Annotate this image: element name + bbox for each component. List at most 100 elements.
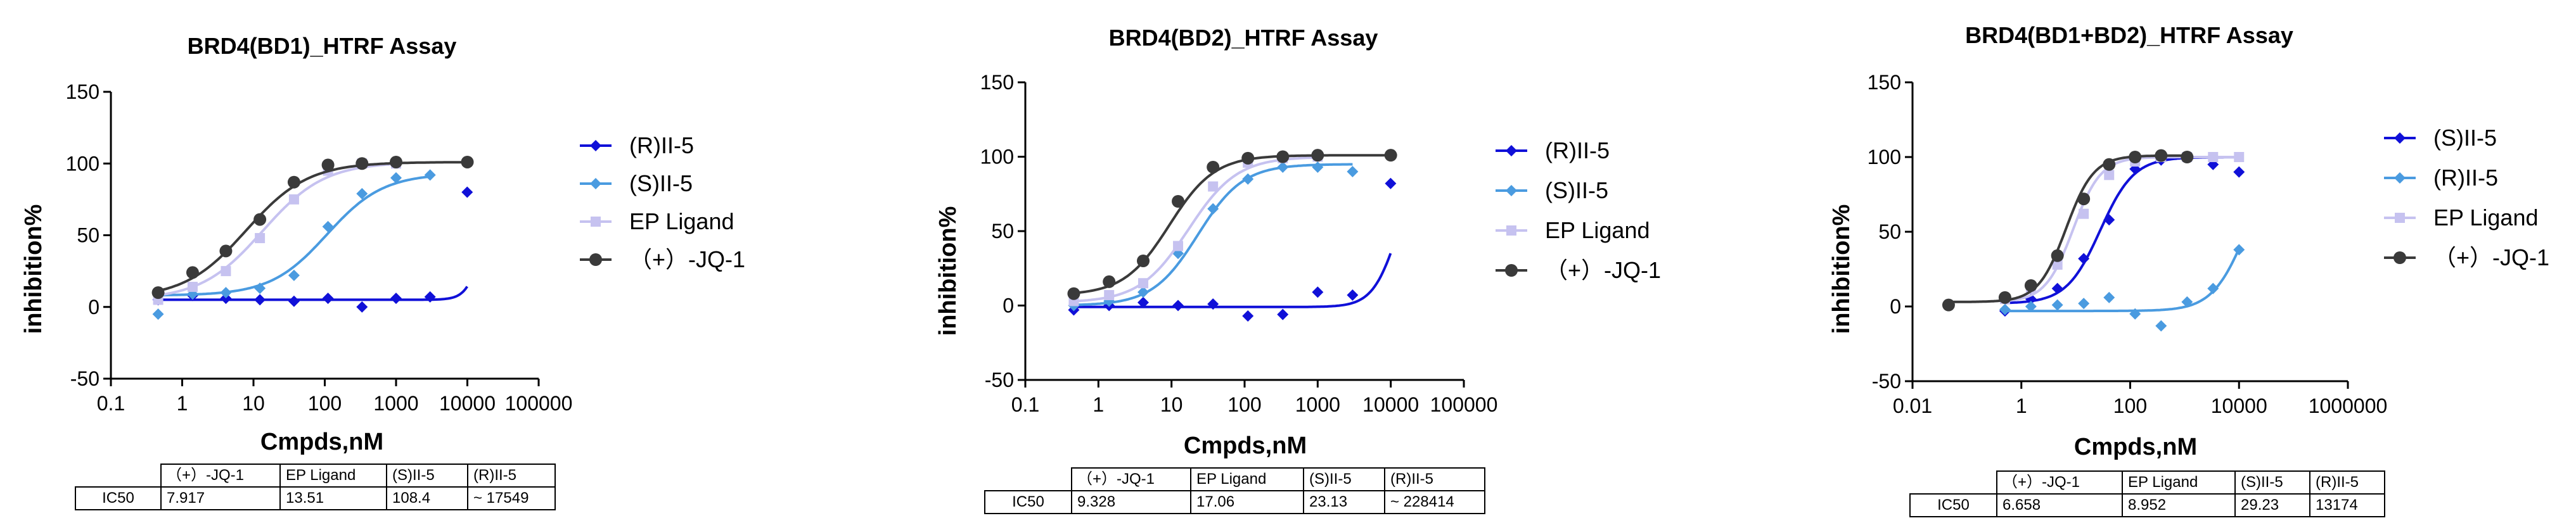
data-point [254,294,266,306]
data-point [220,287,232,299]
data-point [255,233,266,244]
table-cell: 13.51 [279,486,387,510]
y-tick-label: 150 [980,71,1014,94]
data-point [2208,152,2219,162]
data-point [2233,166,2245,178]
fit-curve [1073,154,1391,294]
data-point [356,187,368,199]
x-tick-label: 1 [177,392,188,415]
table-cell: 9.328 [1071,490,1191,514]
legend-marker [1506,225,1516,236]
chart-title: BRD4(BD1)_HTRF Assay [188,33,457,59]
legend-marker [591,217,601,227]
data-point [2077,192,2091,206]
legend: (R)II-5 (S)II-5 EP Ligand （+）-JQ-1 [580,132,745,272]
y-tick-label: 50 [1878,220,1901,243]
data-point [1312,161,1324,173]
table-header-row: （+）-JQ-1 EP Ligand (S)II-5 (R)II-5 [1910,470,2385,495]
x-tick-label: 100000 [505,392,573,415]
y-tick-label: -50 [70,367,99,390]
legend: (S)II-5 (R)II-5 EP Ligand （+）-JQ-1 [2384,125,2549,270]
x-tick-label: 0.1 [97,392,125,415]
data-point [1384,149,1397,162]
table-header-cell: (S)II-5 [386,464,468,488]
data-point [1173,241,1184,251]
table-header-cell: EP Ligand [279,464,387,488]
x-axis-label: Cmpds,nM [1184,432,1307,459]
x-tick-label: 0.1 [1011,393,1039,416]
table-cell: ~ 17549 [467,486,556,510]
data-point [322,293,334,305]
fit-curve [1948,154,2188,303]
data-point [390,172,402,184]
data-point [221,266,231,277]
row-label: IC50 [1909,493,1997,517]
x-tick-label: 100 [308,392,342,415]
data-point [2207,282,2219,294]
data-point [152,308,164,320]
data-point [1207,160,1220,174]
table-cell: 8.952 [2122,493,2236,517]
x-tick-label: 100 [2113,394,2147,417]
data-point [2051,249,2064,262]
data-point [1104,290,1115,301]
data-point [1242,310,1254,322]
data-point [424,291,436,303]
table-header-cell: （+）-JQ-1 [1996,470,2123,495]
legend-marker [1506,185,1517,196]
data-point [1347,289,1359,301]
row-label: IC50 [75,486,162,510]
data-point [1942,298,1955,312]
x-tick-label: 1 [2016,394,2027,417]
data-point [390,155,402,168]
row-label: IC50 [984,490,1072,514]
legend-label: EP Ligand [629,208,734,234]
y-tick-label: 100 [1868,146,1901,168]
x-tick-label: 10000 [1362,393,1419,416]
x-axis-label: Cmpds,nM [260,429,383,455]
data-point [1347,166,1359,177]
fit-curve [158,161,468,293]
table-header-cell: EP Ligand [1190,467,1304,491]
y-tick-label: -50 [1872,370,1901,393]
legend-label: (S)II-5 [629,170,693,196]
fit-curve [158,175,430,297]
legend: (R)II-5 (S)II-5 EP Ligand （+）-JQ-1 [1496,137,1661,283]
data-point [186,266,199,279]
data-point [322,220,334,232]
data-point [321,158,335,172]
y-tick-label: 100 [66,152,99,175]
table-row: IC50 9.328 17.06 23.13 ~ 228414 [984,490,1485,514]
legend-label: (R)II-5 [1545,137,1610,163]
data-point [1103,275,1116,288]
data-point [2103,214,2115,226]
y-tick-label: 150 [1868,71,1901,94]
data-point [1207,203,1219,215]
legend-label: (S)II-5 [1545,177,1608,203]
table-header-cell: EP Ligand [2122,470,2236,495]
legend-marker [2394,132,2406,144]
data-point [287,175,300,189]
legend-marker [589,253,602,266]
x-tick-label: 0.01 [1893,394,1932,417]
ic50-table: （+）-JQ-1 EP Ligand (S)II-5 (R)II-5 IC50 … [1909,470,2385,517]
data-point [220,293,232,305]
plot-area: -50 0 50 100 150 0.1 1 10 100 1000 10000 100000 [980,71,1498,416]
legend-label: （+）-JQ-1 [2433,244,2549,270]
table-header-cell: (R)II-5 [467,464,556,488]
table-row: IC50 7.917 13.51 108.4 ~ 17549 [75,486,556,510]
table-cell: 23.13 [1303,490,1385,514]
data-point [461,186,473,198]
data-point [1276,150,1290,163]
data-point [1242,173,1254,185]
data-point [254,282,266,294]
y-tick-label: -50 [985,369,1014,391]
table-cell: 108.4 [386,486,468,510]
data-point [356,157,369,170]
data-point [2052,259,2063,270]
legend-marker [590,140,601,151]
y-axis-label: inhibition% [20,205,47,334]
data-point [288,295,300,307]
data-point [2155,320,2167,332]
